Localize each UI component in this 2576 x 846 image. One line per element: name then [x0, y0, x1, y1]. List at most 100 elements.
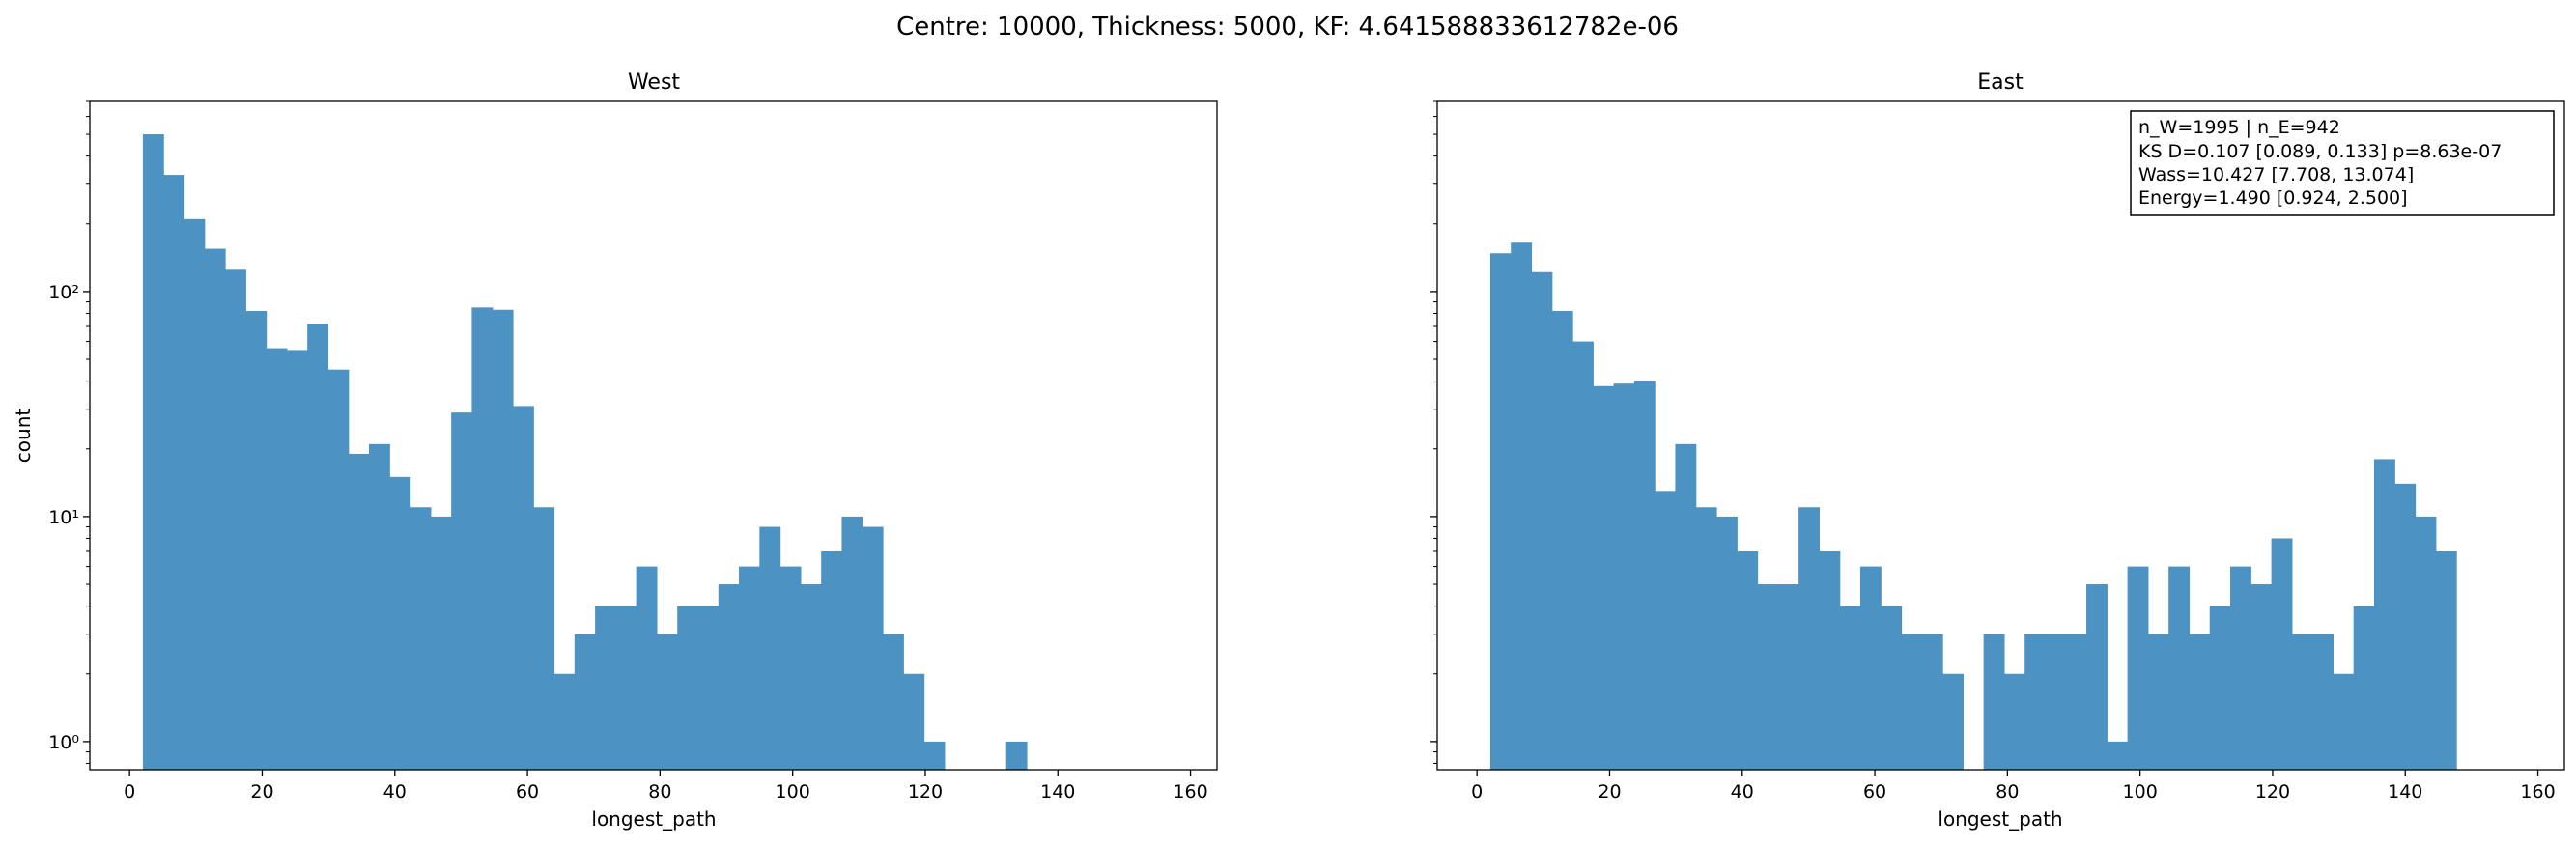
west-bar-18	[512, 406, 534, 770]
east-x-tick-label-5: 100	[2123, 781, 2158, 803]
west-bar-19	[533, 507, 555, 770]
east-y-axis	[1430, 100, 1437, 764]
west-bar-20	[553, 673, 576, 770]
east-bar-6	[1613, 383, 1635, 770]
east-bar-17	[1839, 606, 1861, 770]
east-bar-29	[2086, 584, 2108, 770]
east-bar-34	[2189, 634, 2211, 770]
west-y-tick-label-2: 10²	[48, 282, 79, 303]
east-title: East	[1977, 70, 2024, 95]
east-bar-13	[1757, 584, 1779, 770]
west-bars	[142, 134, 1028, 771]
east-x-tick-label-2: 40	[1731, 781, 1754, 803]
west-x-tick-label-3: 60	[516, 781, 539, 803]
east-bar-45	[2415, 516, 2437, 770]
east-bar-5	[1593, 385, 1615, 770]
east-bar-10	[1695, 507, 1717, 770]
east-bar-31	[2127, 566, 2149, 770]
west-x-tick-label-6: 120	[908, 781, 943, 803]
stats-annotation: n_W=1995 | n_E=942 KS D=0.107 [0.089, 0.…	[2130, 110, 2555, 216]
west-bar-10	[348, 453, 370, 770]
west-bar-21	[574, 634, 596, 770]
east-bar-27	[2045, 634, 2067, 770]
east-histogram: East 0 20 40 60 80 100 120 140 160 longest_path …	[1430, 70, 2565, 831]
west-bar-38	[923, 741, 946, 770]
east-bar-2	[1531, 271, 1553, 770]
east-bar-22	[1942, 673, 1964, 770]
west-bar-31	[779, 566, 802, 770]
west-bar-4	[225, 269, 246, 770]
east-bar-25	[2003, 673, 2025, 770]
west-bar-24	[636, 566, 658, 770]
east-bar-46	[2435, 550, 2457, 770]
east-x-tick-label-8: 160	[2520, 781, 2555, 803]
east-bar-12	[1737, 550, 1759, 770]
west-bar-23	[615, 606, 637, 770]
east-bar-28	[2065, 634, 2087, 770]
east-bar-44	[2394, 483, 2417, 770]
west-x-tick-label-5: 100	[776, 781, 810, 803]
east-bar-33	[2168, 566, 2191, 770]
west-x-tick-label-8: 160	[1173, 781, 1207, 803]
west-x-tick-label-0: 0	[124, 781, 135, 803]
west-bar-28	[718, 584, 740, 770]
east-bar-36	[2230, 566, 2251, 770]
west-bar-16	[471, 307, 494, 770]
east-bar-7	[1633, 381, 1656, 770]
stats-line-energy: Energy=1.490 [0.924, 2.500]	[2138, 187, 2408, 209]
east-bar-9	[1675, 443, 1697, 770]
west-bar-17	[492, 309, 514, 770]
west-bar-22	[595, 606, 616, 770]
west-bar-33	[821, 550, 843, 770]
east-bar-1	[1511, 242, 1533, 771]
east-x-tick-label-0: 0	[1471, 781, 1483, 803]
east-x-tick-label-3: 60	[1863, 781, 1886, 803]
east-bar-0	[1489, 253, 1512, 771]
east-bar-15	[1798, 507, 1821, 770]
east-bar-35	[2209, 606, 2231, 770]
east-bar-21	[1921, 634, 1943, 770]
west-bar-14	[430, 516, 452, 770]
west-bar-8	[307, 324, 329, 770]
east-bar-39	[2291, 634, 2313, 770]
east-bar-32	[2147, 634, 2169, 770]
east-bar-20	[1901, 634, 1923, 770]
west-bar-35	[862, 526, 884, 770]
west-bar-30	[759, 526, 781, 770]
west-bar-34	[841, 516, 863, 770]
east-bar-16	[1819, 550, 1841, 770]
east-plot-frame	[1436, 100, 2565, 771]
west-bar-7	[286, 350, 308, 770]
west-x-tick-label-1: 20	[250, 781, 273, 803]
west-title: West	[628, 70, 680, 95]
east-x-tick-label-7: 140	[2388, 781, 2422, 803]
west-bar-29	[739, 566, 760, 770]
east-bar-19	[1881, 606, 1903, 770]
west-y-axis: 10⁰ 10¹ 10²	[48, 100, 90, 764]
west-bar-12	[389, 476, 411, 770]
east-bar-4	[1572, 341, 1594, 770]
west-bar-6	[266, 348, 288, 770]
east-bars	[1489, 242, 2457, 771]
stats-line-samples: n_W=1995 | n_E=942	[2138, 117, 2340, 138]
west-bar-3	[204, 248, 226, 770]
east-bar-24	[1983, 634, 2005, 770]
west-bar-9	[327, 369, 350, 770]
west-x-axis-label: longest_path	[591, 807, 716, 831]
stats-line-wasserstein: Wass=10.427 [7.708, 13.074]	[2138, 164, 2414, 185]
east-bar-11	[1716, 516, 1738, 770]
west-x-axis: 0 20 40 60 80 100 120 140 160	[124, 770, 1208, 803]
west-x-tick-label-2: 40	[383, 781, 407, 803]
west-bar-37	[903, 673, 925, 770]
west-bar-36	[883, 634, 904, 770]
stats-line-ks: KS D=0.107 [0.089, 0.133] p=8.63e-07	[2138, 141, 2502, 162]
east-x-axis: 0 20 40 60 80 100 120 140 160	[1471, 770, 2556, 803]
west-x-tick-label-4: 80	[648, 781, 671, 803]
west-bar-5	[245, 310, 268, 770]
stats-box	[2130, 110, 2555, 216]
east-x-axis-label: longest_path	[1938, 807, 2062, 831]
west-histogram: West 0 20 40 60 80 100 120 140 160 10⁰ 10¹ 10² lon…	[12, 70, 1218, 831]
east-x-tick-label-1: 20	[1598, 781, 1621, 803]
west-bar-26	[677, 606, 699, 770]
